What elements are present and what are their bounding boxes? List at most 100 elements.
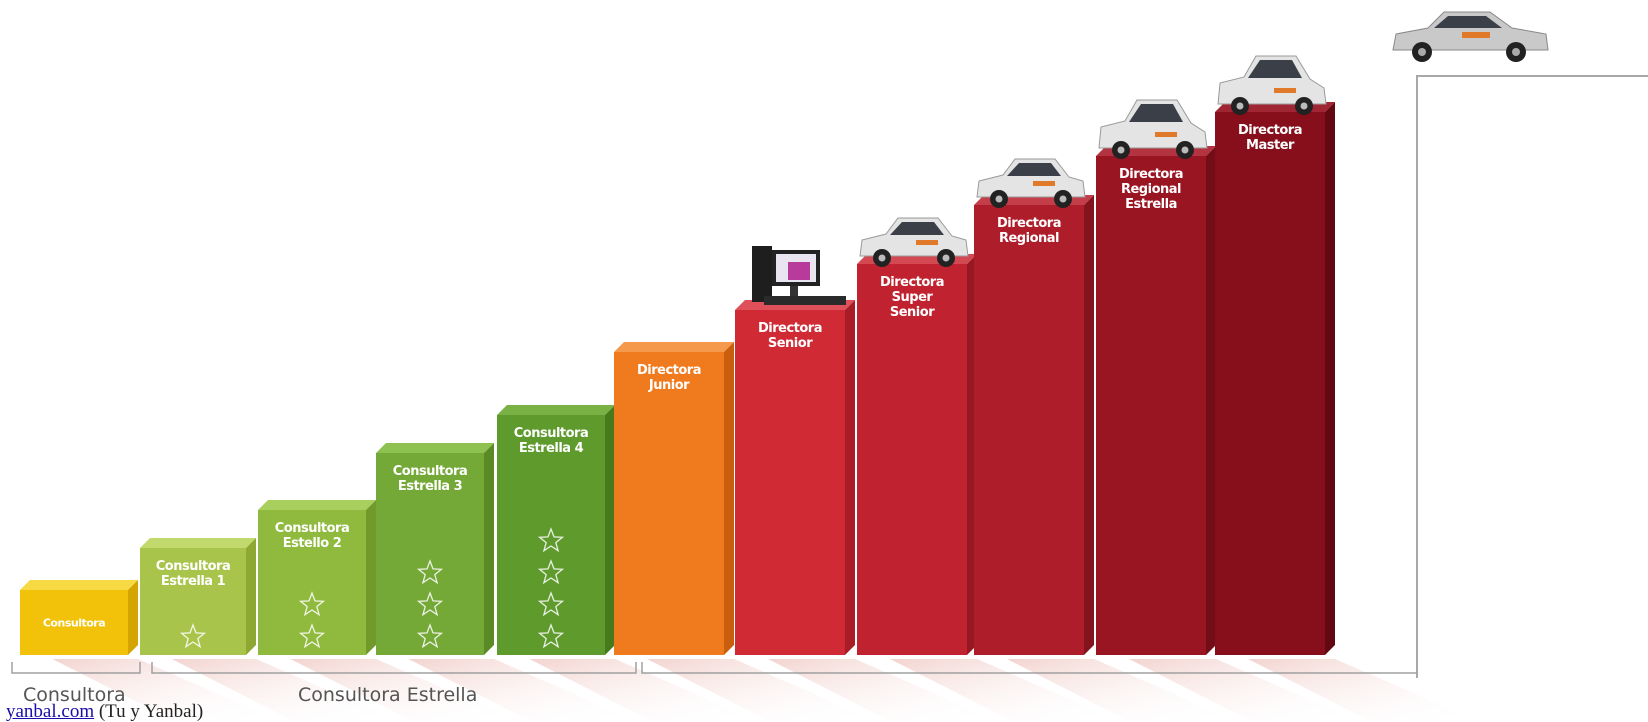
bracket-estrella	[151, 662, 637, 674]
step-side-face	[1325, 102, 1335, 655]
step-bar: Consultora	[20, 580, 138, 655]
footer-caption: yanbal.com (Tu y Yanbal)	[6, 702, 203, 722]
group-label-consultora: Consultora	[23, 684, 126, 706]
step-label: Consultora	[156, 559, 231, 574]
step-front-face	[20, 590, 128, 655]
step-front-face	[735, 310, 845, 655]
step-label: Regional	[1121, 182, 1181, 197]
final-step-outline	[1416, 75, 1648, 678]
step-label: Consultora	[275, 521, 350, 536]
step-shadow	[290, 659, 516, 720]
sedan-icon	[1392, 11, 1549, 62]
star-icon	[537, 527, 565, 553]
star-icon	[537, 623, 565, 649]
step-front-face	[974, 205, 1084, 655]
step-shadow	[890, 659, 1117, 720]
star-icon	[179, 623, 207, 649]
step-side-face	[246, 538, 256, 655]
step-front-face	[140, 548, 246, 655]
step-label: Consultora	[43, 617, 105, 630]
star-icon	[537, 591, 565, 617]
step-top-face	[140, 538, 256, 548]
step-front-face	[497, 415, 605, 655]
star-icon	[298, 623, 326, 649]
computer-icon	[752, 246, 846, 305]
step-shadow	[1248, 659, 1475, 720]
group-label-estrella: Consultora Estrella	[298, 684, 477, 706]
star-icon	[537, 559, 565, 585]
step-shadow	[1129, 659, 1356, 720]
step-front-face	[258, 510, 366, 655]
group-brackets	[11, 662, 1417, 674]
star-icon	[416, 559, 444, 585]
step-side-face	[128, 580, 138, 655]
step-side-face	[724, 342, 734, 655]
step-top-face	[20, 580, 138, 590]
step-shadow	[768, 659, 995, 720]
star-icon	[416, 591, 444, 617]
step-side-face	[366, 500, 376, 655]
step-front-face	[857, 264, 967, 655]
step-shadow	[171, 659, 396, 720]
step-label: Estrella 1	[161, 574, 226, 589]
bracket-consultora	[11, 662, 141, 674]
step-shadow	[529, 659, 755, 720]
bracket-directora	[641, 662, 1417, 674]
star-icon	[416, 623, 444, 649]
step-label: Directora	[1119, 167, 1183, 182]
source-text: (Tu y Yanbal)	[94, 701, 204, 722]
step-side-face	[845, 300, 855, 655]
step-label: Estrella 3	[398, 479, 463, 494]
step-side-face	[484, 443, 494, 655]
step-label: Senior	[890, 305, 935, 320]
step-label: Super	[892, 290, 934, 305]
star-icon	[298, 591, 326, 617]
step-top-face	[376, 443, 494, 453]
step-side-face	[1084, 195, 1094, 655]
step-label: Senior	[768, 336, 813, 351]
step-label: Regional	[999, 231, 1059, 246]
step-top-face	[614, 342, 734, 352]
step-label: Master	[1246, 138, 1295, 153]
step-side-face	[1206, 146, 1216, 655]
source-link[interactable]: yanbal.com	[6, 701, 95, 722]
car-icon	[976, 158, 1086, 208]
step-shadow	[1007, 659, 1234, 720]
suv-icon	[1098, 99, 1208, 159]
step-shadow	[408, 659, 634, 720]
floor-shadows	[52, 659, 1475, 720]
step-front-face	[1215, 112, 1325, 655]
step-label: Junior	[648, 378, 690, 393]
step-front-face	[614, 352, 724, 655]
step-top-face	[497, 405, 615, 415]
step-front-face	[1096, 156, 1206, 655]
step-label: Directora	[880, 275, 944, 290]
step-label: Estrella 4	[519, 441, 584, 456]
step-label: Estrella	[1125, 197, 1177, 212]
step-front-face	[376, 453, 484, 655]
step-shadow	[52, 659, 279, 720]
step-label: Directora	[758, 321, 822, 336]
step-label: Directora	[637, 363, 701, 378]
reward-icons	[752, 11, 1549, 305]
step-side-face	[605, 405, 615, 655]
step-label: Consultora	[393, 464, 468, 479]
step-label: Directora	[997, 216, 1061, 231]
step-label: Estello 2	[283, 536, 342, 551]
step-top-face	[258, 500, 376, 510]
car-icon	[859, 217, 969, 267]
step-label: Directora	[1238, 123, 1302, 138]
step-label: Consultora	[514, 426, 589, 441]
